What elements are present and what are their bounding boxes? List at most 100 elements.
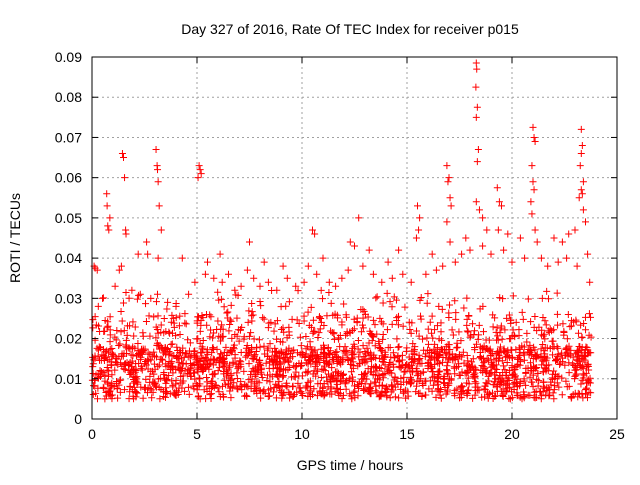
data-point-dense: [558, 349, 566, 357]
data-point-dense: [372, 354, 380, 362]
data-point: [577, 186, 585, 194]
data-point-dense: [202, 395, 210, 403]
data-point-dense: [415, 332, 423, 340]
data-point-dense: [142, 375, 150, 383]
data-point-dense: [279, 390, 287, 398]
data-point-dense: [203, 374, 211, 382]
data-point-dense: [515, 326, 523, 334]
data-point-dense: [325, 370, 333, 378]
data-point-dense: [316, 388, 324, 396]
data-point-dense: [196, 327, 204, 335]
x-axis-ticks: 0 5 10 15 20 25: [88, 57, 625, 442]
data-point-dense: [334, 314, 342, 322]
data-point-dense: [288, 347, 296, 355]
data-point-dense: [387, 388, 395, 396]
data-point-dense: [563, 345, 571, 353]
data-point: [531, 226, 539, 234]
data-point-dense: [353, 314, 361, 322]
data-point: [105, 226, 113, 234]
data-point: [533, 238, 541, 246]
data-point-dense: [144, 357, 152, 365]
data-point-dense: [379, 330, 387, 338]
data-point-dense: [356, 348, 364, 356]
data-point-dense: [563, 335, 571, 343]
data-point-dense: [465, 312, 473, 320]
data-point-dense: [494, 336, 502, 344]
data-point-dense: [304, 392, 312, 400]
data-point-dense: [582, 369, 590, 377]
data-point-dense: [406, 325, 414, 333]
data-point-dense: [351, 387, 359, 395]
data-point-dense: [316, 325, 324, 333]
data-point-dense: [279, 338, 287, 346]
data-point-dense: [427, 329, 435, 337]
data-point-dense: [405, 318, 413, 326]
data-point-dense: [452, 309, 460, 317]
data-point: [422, 270, 430, 278]
data-point-dense: [206, 391, 214, 399]
data-point-dense: [228, 375, 236, 383]
data-point-dense: [397, 380, 405, 388]
data-point-dense: [300, 317, 308, 325]
data-point: [563, 254, 571, 262]
data-point-dense: [540, 357, 548, 365]
data-point-dense: [395, 358, 403, 366]
data-point-dense: [273, 335, 281, 343]
data-point-dense: [331, 310, 339, 318]
data-point-dense: [146, 332, 154, 340]
data-point-dense: [387, 353, 395, 361]
data-point-dense: [484, 394, 492, 402]
data-point-dense: [558, 391, 566, 399]
data-point-dense: [288, 315, 296, 323]
data-point-dense: [296, 350, 304, 358]
data-point-dense: [277, 365, 285, 373]
data-point-dense: [244, 318, 252, 326]
data-point-dense: [306, 338, 314, 346]
data-point-dense: [269, 388, 277, 396]
data-point-dense: [248, 367, 256, 375]
data-point-dense: [264, 324, 272, 332]
data-point-dense: [445, 309, 453, 317]
data-point-dense: [539, 332, 547, 340]
data-point-dense: [463, 294, 471, 302]
data-point-dense: [155, 361, 163, 369]
data-point-dense: [476, 354, 484, 362]
data-point: [201, 270, 209, 278]
data-point-dense: [185, 347, 193, 355]
data-point-dense: [449, 331, 457, 339]
data-point-dense: [190, 385, 198, 393]
data-point-dense: [471, 346, 479, 354]
data-point-dense: [537, 392, 545, 400]
data-point-dense: [220, 355, 228, 363]
data-point-dense: [226, 376, 234, 384]
data-point-dense: [511, 378, 519, 386]
data-point-dense: [258, 374, 266, 382]
data-point-dense: [509, 292, 517, 300]
data-point-dense: [451, 297, 459, 305]
data-point-dense: [389, 360, 397, 368]
data-point-dense: [487, 360, 495, 368]
data-point: [365, 246, 373, 254]
data-point-dense: [587, 389, 595, 397]
data-point-dense: [549, 375, 557, 383]
data-point-dense: [266, 378, 274, 386]
data-point-dense: [289, 383, 297, 391]
data-point-dense: [509, 326, 517, 334]
data-point-dense: [222, 343, 230, 351]
data-point-dense: [433, 322, 441, 330]
data-point-dense: [388, 303, 396, 311]
data-point-dense: [319, 384, 327, 392]
data-point: [115, 266, 123, 274]
data-point: [136, 290, 144, 298]
data-point-dense: [95, 343, 103, 351]
data-point-dense: [527, 346, 535, 354]
data-point-dense: [125, 294, 133, 302]
data-point-dense: [303, 369, 311, 377]
data-point-dense: [108, 371, 116, 379]
y-tick-label: 0.03: [55, 290, 82, 306]
data-point-dense: [264, 371, 272, 379]
data-point-dense: [264, 393, 272, 401]
data-point-dense: [333, 353, 341, 361]
data-point-dense: [108, 391, 116, 399]
